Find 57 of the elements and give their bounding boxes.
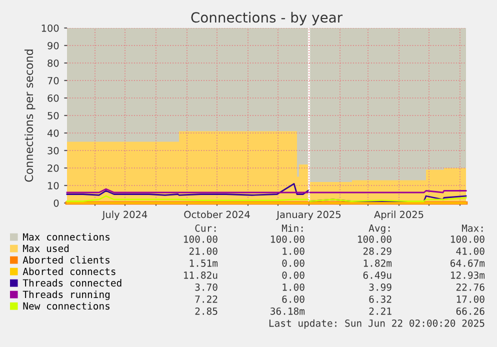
y-axis-title: Connections per second	[24, 50, 36, 182]
text: 66.26	[456, 307, 484, 315]
text: 2.21	[369, 307, 392, 315]
legend-label: Max connections	[23, 233, 110, 241]
legend-label: Threads running	[22, 290, 110, 300]
text: 100.00	[358, 235, 392, 243]
text: 64.67m	[450, 259, 485, 267]
text: 100.00	[451, 235, 484, 243]
text: 17.00	[456, 295, 484, 303]
y-tick-label: 80	[48, 59, 59, 67]
text: 1.82m	[364, 259, 392, 267]
y-tick-label: 40	[47, 129, 59, 137]
text: 1.00	[282, 247, 304, 255]
text: 12.93m	[451, 271, 485, 279]
chart-title: Connections - by year	[191, 12, 343, 26]
y-tick-label: 60	[48, 94, 59, 102]
y-tick-label: 100	[42, 24, 59, 32]
x-tick-label: October 2024	[184, 210, 250, 218]
text: Min:	[282, 224, 303, 232]
y-tick-label: 30	[48, 146, 59, 154]
text: 7.22	[195, 295, 218, 303]
text: 22.76	[456, 283, 484, 291]
text: 6.32	[369, 295, 392, 303]
text: 2.85	[195, 307, 218, 315]
text: 28.29	[363, 247, 392, 255]
text: 11.82u	[184, 271, 218, 279]
y-tick-label: 50	[48, 112, 59, 120]
text: 0.00	[282, 259, 304, 267]
legend-label: Max used	[23, 244, 69, 252]
y-tick-label: 20	[48, 164, 59, 172]
text: 1.51m	[190, 260, 218, 267]
text: Last update: Sun Jun 22 02:00:20 2025	[269, 319, 484, 329]
text: 6.49u	[363, 271, 392, 279]
text: 3.99	[369, 283, 392, 291]
y-tick-label: 0	[54, 199, 59, 207]
y-tick-label: 90	[48, 42, 59, 50]
x-tick-label: July 2024	[102, 210, 148, 220]
legend-label: Aborted clients	[22, 256, 110, 264]
legend-label: Threads connected	[22, 279, 122, 287]
text: Avg:	[368, 224, 390, 234]
y-tick-label: 70	[48, 76, 59, 84]
x-tick-label: April 2025	[374, 210, 424, 220]
x-tick-label: January 2025	[276, 210, 340, 220]
y-tick-label: 10	[48, 182, 59, 190]
text: 100.00	[184, 235, 218, 243]
text: 41.00	[456, 247, 484, 255]
text: 6.00	[282, 295, 304, 303]
legend-label: Aborted connects	[22, 268, 116, 276]
text: 36.18m	[270, 307, 305, 315]
text: Max:	[462, 224, 483, 232]
text: 1.00	[282, 283, 304, 291]
legend-label: New connections	[23, 302, 110, 310]
text: 0.00	[282, 271, 304, 279]
text: 3.70	[195, 283, 218, 291]
text: Cur:	[195, 224, 216, 232]
text: 21.00	[189, 247, 218, 255]
text: 100.00	[271, 235, 304, 243]
